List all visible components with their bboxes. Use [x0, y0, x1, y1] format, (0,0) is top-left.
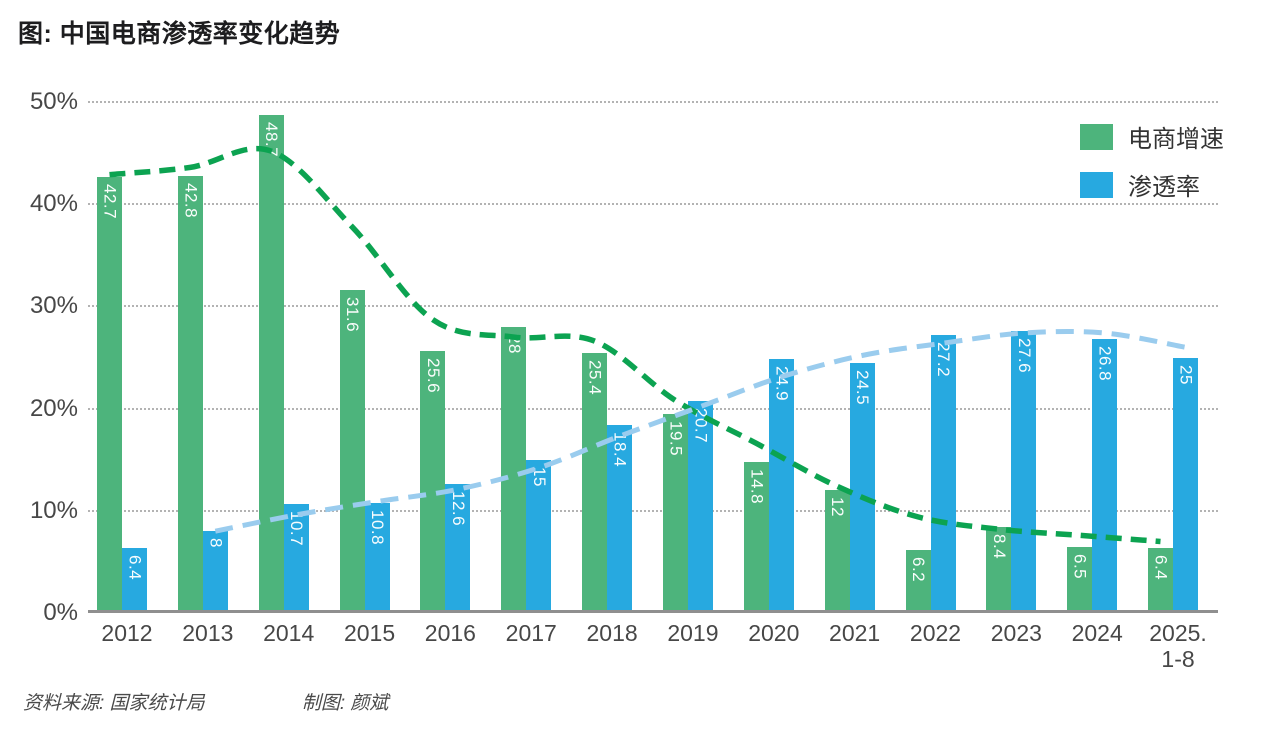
- source-note: 资料来源: 国家统计局: [23, 693, 205, 714]
- bar-penetration: 6.4: [122, 547, 147, 613]
- bar-penetration: 24.5: [849, 362, 875, 613]
- bar-value-label: 6.4: [125, 554, 145, 580]
- x-tick-label: 2017: [505, 620, 557, 646]
- bar-growth: 6.5: [1067, 546, 1093, 613]
- bar-value-label: 25.4: [585, 360, 605, 396]
- bar-value-label: 24.9: [772, 365, 792, 401]
- legend-label: 渗透率: [1128, 174, 1200, 201]
- legend-swatch-penetration: [1080, 171, 1113, 198]
- bar-value-label: 6.4: [1151, 554, 1171, 580]
- x-tick-label: 2018: [586, 620, 638, 646]
- x-tick-label: 2015: [343, 620, 396, 646]
- bar-value-label: 15: [529, 466, 549, 487]
- bar-value-label: 24.5: [853, 369, 873, 405]
- gridline: [88, 101, 1218, 103]
- bar-growth: 12: [824, 490, 850, 613]
- bar-growth: 25.6: [420, 351, 446, 613]
- y-tick-label: 20%: [29, 394, 78, 422]
- bar-value-label: 27.6: [1014, 337, 1034, 374]
- bar-growth: 8.4: [986, 527, 1012, 613]
- y-tick-label: 30%: [29, 292, 78, 320]
- bar-value-label: 10.8: [368, 509, 388, 545]
- bar-value-label: 20.7: [691, 408, 711, 444]
- bar-value-label: 25.6: [423, 358, 443, 394]
- bar-growth: 6.4: [1148, 547, 1174, 613]
- bar-penetration: 20.7: [687, 401, 713, 613]
- bar-penetration: 26.8: [1092, 339, 1118, 613]
- bar-penetration: 10.7: [283, 503, 309, 613]
- legend-item-growth: 电商增速: [1080, 119, 1224, 154]
- chart-title: 图: 中国电商渗透率变化趋势: [18, 20, 341, 48]
- bar-value-label: 27.2: [934, 342, 953, 378]
- bar-growth: 28: [501, 326, 527, 613]
- y-tick-label: 0%: [43, 599, 78, 626]
- x-tick-label: 2012: [101, 620, 153, 646]
- bar-value-label: 14.8: [747, 468, 767, 504]
- bar-growth: 14.8: [743, 461, 769, 613]
- x-tick-label: 2016: [424, 620, 476, 646]
- bar-value-label: 6.2: [909, 556, 928, 582]
- bar-growth: 42.7: [97, 176, 122, 613]
- bar-value-label: 12.6: [448, 491, 468, 527]
- bar-growth: 42.8: [177, 175, 203, 613]
- gridline: [88, 407, 1218, 410]
- legend-label: 电商增速: [1128, 126, 1224, 153]
- bar-value-label: 12: [828, 497, 848, 518]
- bar-value-label: 18.4: [610, 431, 630, 468]
- legend: 电商增速 渗透率: [1080, 119, 1224, 202]
- bar-value-label: 25: [1176, 364, 1196, 385]
- x-tick-label: 2020: [748, 620, 800, 646]
- bar-value-label: 31.6: [343, 297, 363, 333]
- bar-penetration: 12.6: [445, 484, 471, 613]
- credit-note: 制图: 颜斌: [301, 693, 389, 714]
- bar-value-label: 48.7: [262, 122, 282, 158]
- bar-value-label: 42.8: [181, 182, 201, 218]
- bar-penetration: 27.6: [1011, 330, 1037, 613]
- gridline: [88, 203, 1218, 206]
- x-tick-label: 2025. 1-8: [1149, 620, 1207, 672]
- bar-value-label: 8: [206, 538, 226, 549]
- bar-penetration: 27.2: [930, 335, 956, 613]
- bar-value-label: 10.7: [287, 510, 307, 546]
- y-tick-label: 50%: [29, 88, 78, 115]
- bar-penetration: 18.4: [607, 424, 633, 613]
- bar-penetration: 15: [526, 459, 552, 613]
- x-tick-label: 2014: [263, 620, 315, 646]
- bar-value-label: 19.5: [666, 420, 686, 456]
- bar-penetration: 25: [1173, 357, 1199, 613]
- bar-growth: 19.5: [662, 413, 688, 613]
- bar-value-label: 26.8: [1095, 346, 1115, 382]
- bar-value-label: 8.4: [989, 534, 1009, 560]
- bar-value-label: 6.5: [1070, 553, 1090, 579]
- x-tick-label: 2013: [182, 620, 234, 646]
- bar-growth: 25.4: [582, 353, 608, 613]
- bar-growth: 6.2: [905, 549, 931, 613]
- x-tick-label: 2019: [667, 620, 719, 646]
- bar-growth: 31.6: [339, 290, 365, 613]
- bar-penetration: 10.8: [364, 502, 390, 613]
- bar-value-label: 42.7: [100, 183, 120, 219]
- y-tick-label: 40%: [29, 190, 78, 218]
- y-tick-label: 10%: [29, 496, 78, 524]
- x-tick-label: 2021: [829, 620, 881, 646]
- legend-swatch-growth: [1080, 123, 1113, 150]
- x-tick-label: 2024: [1071, 620, 1123, 646]
- x-tick-label: 2022: [909, 620, 962, 646]
- bar-penetration: 8: [202, 531, 228, 613]
- bar-penetration: 24.9: [768, 358, 794, 613]
- x-tick-label: 2023: [990, 620, 1042, 646]
- gridline: [88, 305, 1218, 308]
- legend-item-penetration: 渗透率: [1080, 167, 1224, 202]
- gridline: [88, 509, 1218, 512]
- footer: 资料来源: 国家统计局 制图: 颜斌: [23, 688, 388, 715]
- x-axis-line: [88, 610, 1218, 613]
- bar-growth: 48.7: [258, 115, 284, 613]
- bar-value-label: 28: [504, 333, 524, 354]
